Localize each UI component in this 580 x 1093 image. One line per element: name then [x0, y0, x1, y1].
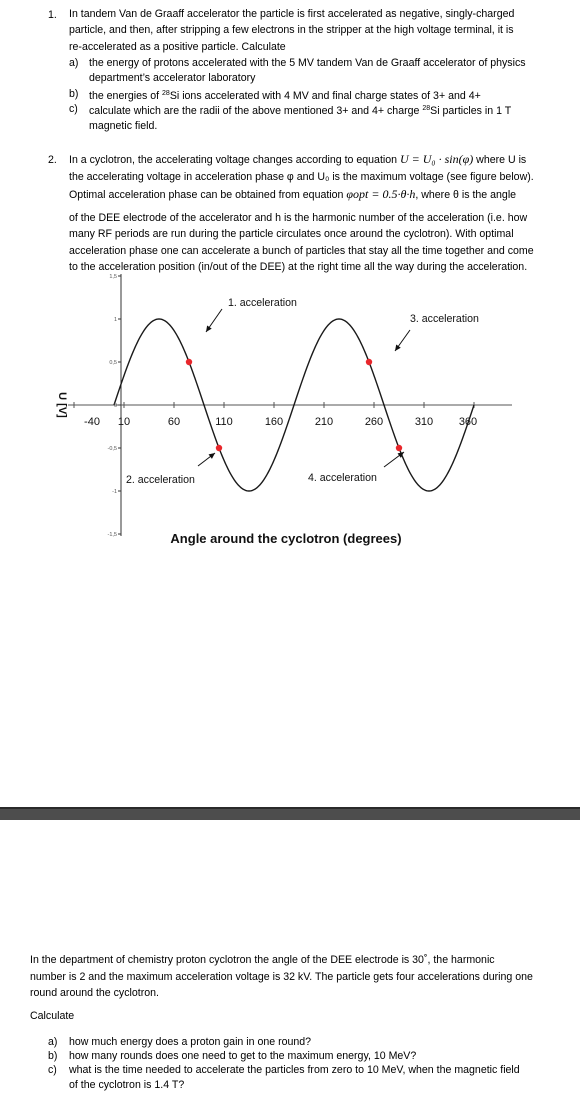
question-1b: the energies of 28Si ions accelerated wi…	[89, 87, 481, 104]
voltage-equation: U = U₀ · sin(φ)	[399, 152, 474, 166]
acceleration-label: 3. acceleration	[410, 313, 479, 325]
question-2-text-part: In a cyclotron, the accelerating voltage…	[69, 154, 400, 166]
y-tick-label: 0,5	[109, 360, 117, 366]
question-2-line: to the acceleration position (in/out of …	[69, 260, 528, 273]
problem-a: how much energy does a proton gain in on…	[69, 1036, 312, 1048]
mass-number: 28	[422, 105, 431, 112]
x-tick-label: 60	[168, 416, 180, 428]
question-1-line: re-accelerated as a positive particle. C…	[69, 40, 286, 53]
y-tick-label: 1	[114, 317, 117, 323]
x-tick-label: 210	[315, 416, 333, 428]
y-tick-label: 0	[114, 403, 117, 409]
x-tick-label: 110	[215, 416, 233, 428]
page-separator-edge	[0, 807, 580, 809]
question-1b-label: b)	[69, 88, 79, 100]
acceleration-point	[395, 444, 403, 452]
arrow-head	[397, 452, 404, 458]
problem-c-line: what is the time needed to accelerate th…	[69, 1064, 520, 1076]
y-tick-label: -0,5	[108, 446, 117, 452]
question-1a-line: the energy of protons accelerated with t…	[89, 57, 526, 69]
problem-b: how many rounds does one need to get to …	[69, 1050, 417, 1062]
question-1-intro: In tandem Van de Graaff accelerator the …	[69, 6, 514, 55]
x-tick-label: 10	[118, 416, 130, 428]
acceleration-point	[365, 358, 373, 366]
question-2-number: 2.	[48, 154, 57, 166]
question-2-line: of the DEE electrode of the accelerator …	[69, 212, 528, 224]
question-1c-text: calculate which are the radii of the abo…	[89, 105, 423, 117]
problem-line: In the department of chemistry proton cy…	[30, 954, 495, 966]
x-axis-title: Angle around the cyclotron (degrees)	[170, 531, 401, 546]
question-1b-text: the energies of	[89, 90, 163, 102]
question-2-line: the accelerating voltage in acceleration…	[69, 171, 534, 183]
question-1c: calculate which are the radii of the abo…	[89, 102, 511, 133]
cyclotron-problem-intro: In the department of chemistry proton cy…	[30, 952, 533, 1002]
x-tick-label: 160	[265, 416, 283, 428]
acceleration-label: 4. acceleration	[308, 472, 377, 484]
arrow-head	[395, 344, 401, 351]
question-1-line: In tandem Van de Graaff accelerator the …	[69, 8, 515, 20]
x-tick-label: 360	[459, 416, 477, 428]
problem-c: what is the time needed to accelerate th…	[69, 1063, 520, 1092]
question-1a: the energy of protons accelerated with t…	[89, 56, 526, 85]
page-separator	[0, 807, 580, 820]
acceleration-label: 2. acceleration	[126, 474, 195, 486]
question-2-text-part: , where θ is the angle	[415, 189, 517, 201]
question-1a-label: a)	[69, 57, 79, 69]
x-tick-label: 260	[365, 416, 383, 428]
problem-c-label: c)	[48, 1064, 57, 1076]
sine-curve	[113, 318, 475, 492]
problem-line: round around the cyclotron.	[30, 987, 159, 999]
arrow-head	[208, 453, 215, 459]
arrow-head	[206, 325, 212, 332]
acceleration-label: 1. acceleration	[228, 297, 297, 309]
y-tick-label: -1,5	[108, 532, 117, 538]
question-2-line: acceleration phase one can accelerate a …	[69, 244, 534, 257]
question-2-line: many RF periods are run during the parti…	[69, 228, 514, 241]
phase-equation: φopt = 0.5·θ·h	[346, 187, 416, 201]
question-1a-line: department’s accelerator laboratory	[89, 71, 256, 84]
calculate-heading: Calculate	[30, 1010, 75, 1022]
question-1c-text: Si particles in 1 T	[430, 105, 512, 117]
x-tick-label: -40	[84, 416, 100, 428]
problem-line: number is 2 and the maximum acceleration…	[30, 970, 533, 983]
problem-a-label: a)	[48, 1036, 58, 1048]
y-tick-label: -1	[112, 489, 117, 495]
problem-c-line: of the cyclotron is 1.4 T?	[69, 1078, 185, 1091]
question-1-line: particle, and then, after stripping a fe…	[69, 24, 514, 37]
question-1c-line: magnetic field.	[89, 119, 158, 132]
y-axis-title: U [V]	[56, 392, 68, 418]
mass-number: 28	[162, 90, 170, 97]
question-1c-label: c)	[69, 103, 78, 115]
question-2-text: In a cyclotron, the accelerating voltage…	[69, 151, 534, 275]
acceleration-voltage-chart: 1,5 1 0,5 0 -0,5 -1 -1,5 -40 10 60 110 160 210 260 310…	[56, 274, 512, 546]
x-tick-label: 310	[415, 416, 433, 428]
question-2-text-part: where U is	[473, 154, 527, 166]
y-tick-label: 1,5	[109, 274, 117, 280]
acceleration-point	[185, 358, 193, 366]
question-2-text-part: Optimal acceleration phase can be obtain…	[69, 189, 347, 201]
question-1b-text: Si ions accelerated with 4 MV and final …	[169, 90, 481, 102]
acceleration-point	[215, 444, 223, 452]
question-1-number: 1.	[48, 9, 57, 21]
problem-b-label: b)	[48, 1050, 58, 1062]
